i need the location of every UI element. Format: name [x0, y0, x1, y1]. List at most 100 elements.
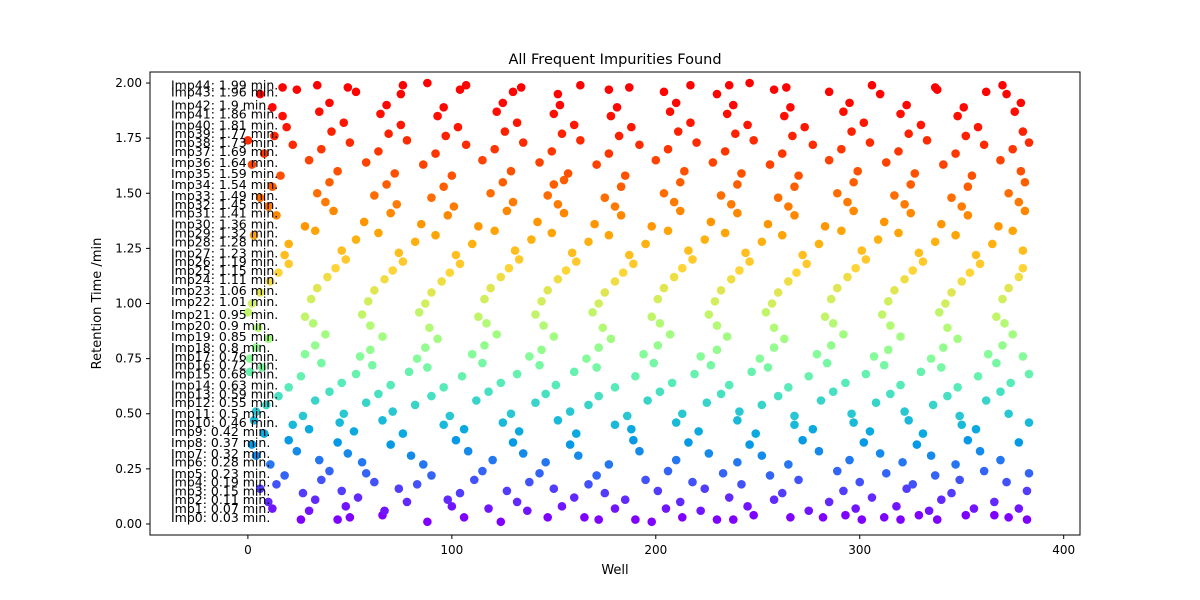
data-point — [261, 400, 271, 410]
data-point — [629, 259, 638, 269]
data-point — [684, 438, 693, 447]
data-point — [680, 166, 689, 176]
data-point — [908, 266, 918, 275]
data-point — [549, 180, 559, 189]
data-point — [423, 363, 432, 372]
data-point — [308, 319, 318, 328]
data-point — [1016, 98, 1026, 108]
data-point — [402, 136, 412, 145]
data-point — [973, 371, 983, 381]
data-point — [563, 169, 573, 178]
data-point — [712, 345, 722, 355]
x-tick-label: 300 — [848, 543, 871, 557]
data-point — [871, 398, 881, 408]
data-point — [368, 360, 377, 370]
data-point — [592, 471, 601, 480]
data-point — [818, 513, 828, 522]
chart-title: All Frequent Impurities Found — [508, 52, 721, 68]
data-point — [461, 80, 471, 90]
data-point — [879, 360, 889, 370]
data-point — [859, 118, 869, 128]
data-point — [951, 230, 960, 240]
data-point — [329, 206, 338, 216]
data-point — [323, 272, 332, 282]
data-point — [951, 460, 960, 469]
data-point — [441, 131, 451, 141]
data-point — [245, 354, 255, 363]
data-point — [549, 484, 559, 494]
data-point — [486, 188, 495, 198]
data-point — [351, 235, 361, 244]
data-point — [627, 122, 636, 132]
data-point — [779, 111, 789, 121]
data-point — [959, 102, 969, 112]
data-point — [965, 268, 975, 277]
data-point — [396, 120, 406, 130]
data-point — [769, 495, 779, 505]
x-ticks: 0 100 200 300 400 — [244, 535, 1075, 557]
data-point — [243, 136, 253, 145]
data-point — [896, 332, 905, 341]
data-point — [402, 497, 412, 507]
data-point — [953, 382, 962, 392]
y-axis-label: Retention Time /min — [90, 238, 105, 370]
data-point — [735, 266, 744, 275]
impurity-label: Imp38: 1.73 min. — [171, 135, 278, 150]
impurity-label: Imp17: 0.76 min. — [171, 349, 278, 364]
data-point — [610, 420, 620, 430]
data-point — [274, 268, 283, 277]
data-point — [565, 407, 575, 416]
data-point — [837, 144, 846, 154]
impurity-label: Imp30: 1.36 min. — [171, 217, 278, 232]
data-point — [908, 479, 918, 489]
data-point — [926, 354, 936, 363]
data-point — [961, 131, 971, 141]
data-point — [610, 504, 620, 513]
data-point — [386, 208, 395, 218]
data-point — [339, 409, 349, 419]
data-point — [843, 197, 852, 207]
data-point — [541, 457, 550, 467]
data-point — [523, 506, 532, 516]
data-point — [661, 504, 671, 513]
data-point — [777, 149, 787, 158]
data-point — [786, 102, 795, 112]
data-point — [957, 420, 967, 430]
data-point — [488, 455, 497, 465]
data-point — [1024, 468, 1034, 478]
data-point — [559, 175, 569, 185]
data-point — [1004, 513, 1013, 522]
data-point — [784, 382, 793, 392]
data-point — [745, 78, 754, 88]
data-point — [733, 208, 742, 218]
data-point — [847, 127, 856, 136]
impurity-label: Imp8: 0.37 min. — [171, 435, 270, 450]
data-point — [292, 85, 302, 94]
data-point — [490, 226, 499, 236]
impurity-label: Imp14: 0.63 min. — [171, 378, 278, 393]
data-point — [784, 460, 793, 469]
data-point — [828, 319, 838, 328]
data-point — [249, 230, 259, 240]
data-point — [484, 387, 493, 396]
data-point — [947, 193, 956, 202]
data-point — [310, 495, 320, 505]
data-point — [553, 274, 563, 284]
data-point — [892, 502, 901, 511]
data-point — [631, 515, 640, 524]
data-point — [975, 259, 985, 269]
data-point — [877, 310, 887, 319]
impurity-label: Imp37: 1.69 min. — [171, 144, 278, 159]
data-point — [704, 449, 714, 458]
data-point — [310, 341, 320, 350]
data-point — [502, 486, 512, 496]
data-point — [274, 391, 283, 401]
data-point — [439, 182, 448, 191]
impurity-label: Imp26: 1.19 min. — [171, 254, 278, 269]
data-point — [588, 308, 597, 317]
data-point — [357, 310, 367, 319]
data-point — [259, 429, 269, 438]
data-point — [675, 497, 685, 507]
impurity-label: Imp19: 0.85 min. — [171, 329, 278, 344]
data-point — [376, 109, 385, 119]
